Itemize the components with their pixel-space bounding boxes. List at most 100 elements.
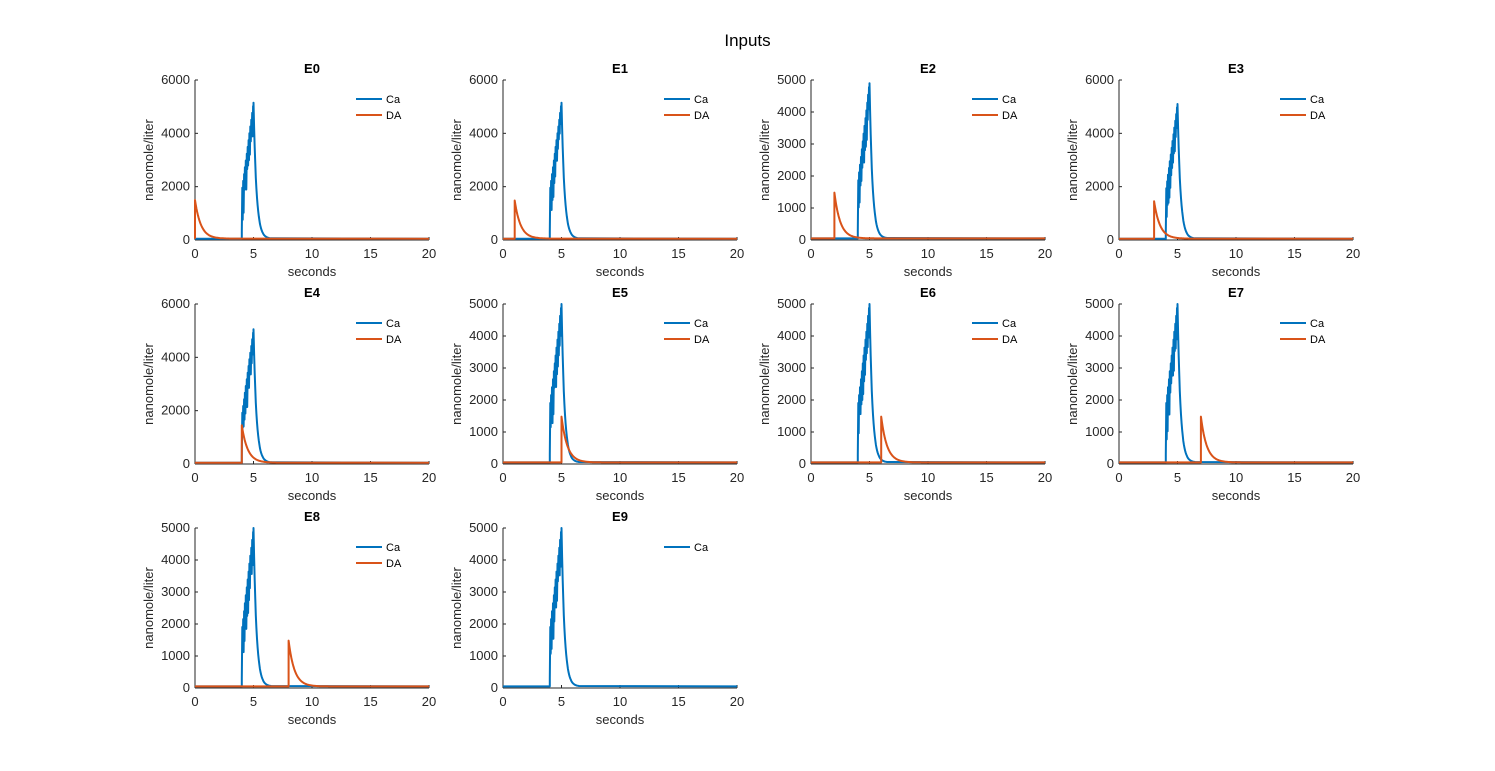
y-axis-label: nanomole/liter	[757, 119, 772, 201]
x-tick-label: 5	[558, 246, 565, 261]
subplot-e6: 0 5 10 15 20 0 1000 2000 3000 4000 5000 E6 seconds na…	[757, 285, 1052, 503]
x-tick-label: 20	[730, 246, 744, 261]
x-tick-label: 10	[1229, 470, 1243, 485]
legend-label-da: DA	[386, 558, 402, 570]
x-tick-label: 10	[613, 470, 627, 485]
x-tick-label: 20	[422, 246, 436, 261]
series-line-ca	[811, 82, 1046, 240]
x-axis-label: seconds	[904, 488, 953, 503]
y-tick-label: 5000	[469, 296, 498, 311]
series-line-ca	[195, 328, 430, 464]
x-tick-label: 15	[363, 694, 377, 709]
legend-label-ca: Ca	[386, 542, 401, 554]
x-axis-label: seconds	[288, 264, 337, 279]
x-axis-label: seconds	[1212, 488, 1261, 503]
legend-label-da: DA	[694, 110, 710, 122]
legend-label-ca: Ca	[694, 94, 709, 106]
x-tick-label: 10	[1229, 246, 1243, 261]
y-tick-label: 1000	[1085, 424, 1114, 439]
x-tick-label: 15	[979, 470, 993, 485]
x-axis-label: seconds	[288, 712, 337, 727]
series-line-ca	[503, 101, 738, 240]
x-tick-label: 15	[363, 246, 377, 261]
y-tick-label: 0	[183, 232, 190, 247]
subplot-e8: 0 5 10 15 20 0 1000 2000 3000 4000 5000 E8 seconds na…	[141, 509, 436, 727]
y-tick-label: 3000	[777, 360, 806, 375]
y-tick-label: 4000	[777, 104, 806, 119]
x-tick-label: 5	[1174, 470, 1181, 485]
figure-title: Inputs	[724, 31, 770, 50]
x-tick-label: 10	[305, 470, 319, 485]
y-tick-label: 6000	[161, 72, 190, 87]
series-line-ca	[195, 527, 430, 688]
y-tick-label: 3000	[777, 136, 806, 151]
x-tick-label: 20	[1038, 470, 1052, 485]
x-tick-label: 0	[807, 470, 814, 485]
x-tick-label: 15	[671, 694, 685, 709]
series-line-ca	[1119, 303, 1354, 464]
y-tick-label: 4000	[469, 552, 498, 567]
y-tick-label: 1000	[469, 648, 498, 663]
x-tick-label: 20	[422, 694, 436, 709]
y-axis-label: nanomole/liter	[1065, 343, 1080, 425]
y-tick-label: 4000	[777, 328, 806, 343]
y-tick-label: 0	[183, 680, 190, 695]
y-tick-label: 2000	[469, 616, 498, 631]
x-axis-label: seconds	[596, 712, 645, 727]
subplot-title: E5	[612, 285, 628, 300]
legend-label-da: DA	[1002, 110, 1018, 122]
series-line-ca	[503, 527, 738, 688]
x-tick-label: 0	[191, 246, 198, 261]
y-tick-label: 4000	[1085, 328, 1114, 343]
series-line-da	[194, 199, 430, 240]
x-tick-label: 0	[1115, 470, 1122, 485]
subplot-title: E0	[304, 61, 320, 76]
legend-label-ca: Ca	[386, 94, 401, 106]
x-tick-label: 10	[305, 246, 319, 261]
legend-label-da: DA	[386, 110, 402, 122]
y-tick-label: 2000	[777, 392, 806, 407]
subplot-e7: 0 5 10 15 20 0 1000 2000 3000 4000 5000 E7 seconds na…	[1065, 285, 1360, 503]
y-tick-label: 6000	[469, 72, 498, 87]
legend-label-da: DA	[386, 334, 402, 346]
x-tick-label: 0	[191, 470, 198, 485]
series-line-da	[811, 415, 1045, 464]
x-tick-label: 15	[363, 470, 377, 485]
x-tick-label: 5	[250, 246, 257, 261]
x-tick-label: 15	[671, 470, 685, 485]
y-tick-label: 4000	[161, 552, 190, 567]
y-tick-label: 2000	[777, 168, 806, 183]
legend-label-ca: Ca	[1002, 318, 1017, 330]
x-tick-label: 10	[921, 470, 935, 485]
y-tick-label: 1000	[469, 424, 498, 439]
y-axis-label: nanomole/liter	[449, 567, 464, 649]
x-tick-label: 15	[1287, 246, 1301, 261]
y-tick-label: 2000	[1085, 179, 1114, 194]
subplot-title: E1	[612, 61, 628, 76]
series-line-da	[1119, 415, 1353, 464]
subplot-title: E6	[920, 285, 936, 300]
y-tick-label: 1000	[777, 200, 806, 215]
subplot-e2: 0 5 10 15 20 0 1000 2000 3000 4000 5000 E2 seconds na…	[757, 61, 1052, 279]
x-tick-label: 20	[730, 470, 744, 485]
series-line-da	[811, 191, 1045, 240]
x-tick-label: 5	[250, 470, 257, 485]
series-line-da	[195, 639, 429, 688]
legend-label-ca: Ca	[694, 542, 709, 554]
legend-label-ca: Ca	[1002, 94, 1017, 106]
x-tick-label: 5	[866, 470, 873, 485]
subplot-e4: 0 5 10 15 20 0 2000 4000 6000 E4 seconds nanomole/l…	[141, 285, 436, 503]
y-tick-label: 3000	[469, 360, 498, 375]
y-tick-label: 1000	[777, 424, 806, 439]
y-tick-label: 2000	[1085, 392, 1114, 407]
x-axis-label: seconds	[596, 488, 645, 503]
x-tick-label: 0	[1115, 246, 1122, 261]
series-line-da	[503, 415, 737, 464]
x-tick-label: 20	[1038, 246, 1052, 261]
y-tick-label: 5000	[777, 296, 806, 311]
series-line-ca	[1119, 103, 1354, 240]
x-tick-label: 0	[499, 694, 506, 709]
x-tick-label: 0	[499, 246, 506, 261]
y-tick-label: 0	[799, 232, 806, 247]
